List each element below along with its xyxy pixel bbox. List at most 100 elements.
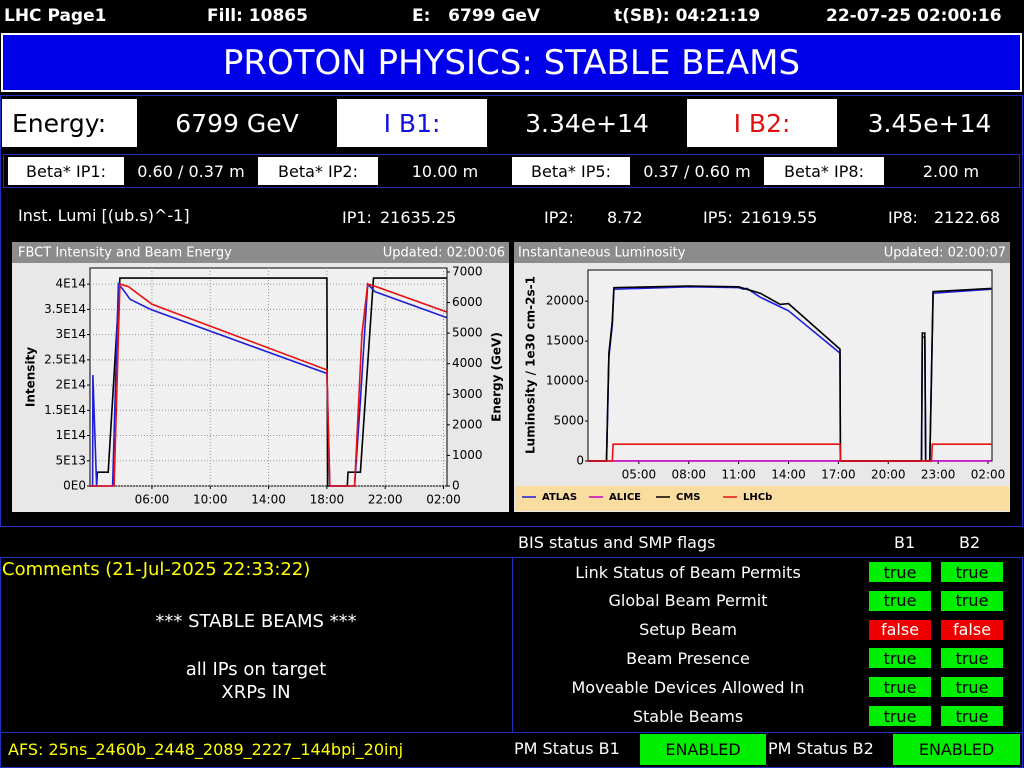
bis-column: B1: [894, 533, 916, 552]
bis-label: Stable Beams: [632, 706, 744, 726]
y-tick-label: 2.5E14: [44, 352, 86, 366]
y2-tick-label: 7000: [452, 264, 483, 278]
energy-top: E: 6799 GeV: [412, 6, 541, 26]
chart-title-bar: [514, 242, 1010, 263]
page-name: LHC Page1: [4, 6, 107, 26]
chart-updated: Updated: 02:00:07: [884, 246, 1006, 261]
chart-title: FBCT Intensity and Beam Energy: [18, 246, 232, 261]
lumi-ip-value: 21619.55: [741, 208, 818, 227]
y-tick-label: 5E13: [56, 453, 87, 467]
energy-value: 6799 GeV: [137, 99, 337, 147]
legend-strip: [515, 486, 1009, 511]
x-tick-label: 05:00: [622, 468, 657, 482]
y-axis-label: Intensity: [24, 347, 38, 407]
y2-tick-label: 3000: [452, 387, 483, 401]
y2-tick-label: 0: [452, 479, 460, 493]
x-tick-label: 17:00: [821, 468, 856, 482]
y-tick-label: 1E14: [56, 428, 87, 442]
beta-label: Beta* IP8:: [764, 157, 884, 185]
y2-tick-label: 5000: [452, 326, 483, 340]
series-line: [588, 443, 992, 462]
comment-line: all IPs on target: [185, 658, 327, 680]
y-tick-label: 0: [576, 454, 584, 468]
lumi-ip-value: 2122.68: [934, 208, 1001, 227]
x-tick-label: 23:00: [921, 468, 956, 482]
y2-tick-label: 4000: [452, 356, 483, 370]
legend-label: CMS: [676, 492, 701, 503]
bis-flag: true: [941, 590, 1003, 611]
main-frame: [0, 95, 1023, 527]
x-tick-label: 20:00: [871, 468, 906, 482]
beta-value: 0.60 / 0.37 m: [124, 157, 258, 185]
x-tick-label: 18:00: [310, 493, 345, 507]
y-tick-label: 15000: [546, 334, 584, 348]
y2-axis-label: Energy (GeV): [490, 332, 504, 422]
y-tick-label: 0E0: [63, 479, 86, 493]
comment-line: XRPs IN: [221, 681, 291, 703]
pm-status: ENABLED: [640, 734, 766, 765]
lumi-ip-label: IP5:: [703, 208, 733, 227]
beta-label: Beta* IP5:: [512, 157, 630, 185]
bis-label: Setup Beam: [639, 620, 737, 640]
bis-flag: true: [869, 648, 931, 669]
beta-label: Beta* IP2:: [258, 157, 378, 185]
lumi-ip-value: 21635.25: [380, 208, 457, 227]
datetime: 22-07-25 02:00:16: [826, 6, 1002, 26]
afs: AFS: 25ns_2460b_2448_2089_2227_144bpi_20…: [8, 740, 404, 759]
beta-frame: [3, 154, 1020, 188]
lumi-ip-value: 8.72: [607, 208, 643, 227]
legend-label: ATLAS: [542, 492, 577, 503]
bis-column: B2: [959, 533, 981, 552]
legend-label: LHCb: [743, 492, 772, 503]
x-tick-label: 14:00: [771, 468, 806, 482]
beta-value: 2.00 m: [884, 157, 1018, 185]
comments-box: [0, 557, 513, 733]
bis-flag: true: [941, 677, 1003, 698]
x-tick-label: 14:00: [251, 493, 286, 507]
beta-value: 10.00 m: [378, 157, 512, 185]
y-tick-label: 5000: [553, 414, 584, 428]
beta-value: 0.37 / 0.60 m: [630, 157, 764, 185]
x-tick-label: 11:00: [721, 468, 756, 482]
x-tick-label: 08:00: [671, 468, 706, 482]
y-tick-label: 4E14: [56, 277, 87, 291]
y-tick-label: 20000: [546, 294, 584, 308]
legend-label: ALICE: [609, 492, 641, 503]
x-tick-label: 10:00: [193, 493, 228, 507]
lumi-ip-label: IP1:: [342, 208, 372, 227]
comments-title: Comments (21-Jul-2025 22:33:22): [2, 559, 311, 580]
y-axis-label: Luminosity / 1e30 cm-2s-1: [524, 276, 538, 454]
x-tick-label: 02:00: [426, 493, 461, 507]
bis-flag: true: [941, 562, 1003, 582]
y-tick-label: 2E14: [56, 378, 87, 392]
bis-label: Global Beam Permit: [608, 591, 768, 611]
chart-updated: Updated: 02:00:06: [383, 246, 505, 261]
chart-title-bar: [12, 242, 509, 263]
y-tick-label: 1.5E14: [44, 403, 86, 417]
bis-flag: false: [941, 619, 1003, 640]
ib2-label: I B2:: [687, 99, 837, 147]
ib2-value: 3.45e+14: [837, 99, 1022, 147]
comment-line: *** STABLE BEAMS ***: [155, 610, 357, 632]
x-tick-label: 02:00: [971, 468, 1006, 482]
pm-status: ENABLED: [893, 734, 1020, 765]
chart-title: Instantaneous Luminosity: [518, 246, 686, 261]
bis-flag: true: [869, 590, 931, 611]
lumi-ip-label: IP2:: [544, 208, 574, 227]
bis-flag: true: [941, 648, 1003, 669]
x-tick-label: 06:00: [135, 493, 170, 507]
bis-label: Moveable Devices Allowed In: [571, 677, 805, 697]
lumi-ip-label: IP8:: [888, 208, 918, 227]
y2-tick-label: 6000: [452, 295, 483, 309]
pm-label: PM Status B1: [514, 739, 620, 758]
ib1-value: 3.34e+14: [487, 99, 687, 147]
bis-title: BIS status and SMP flags: [518, 533, 716, 552]
lumi-label: Inst. Lumi [(ub.s)^-1]: [18, 206, 190, 225]
ib1-label: I B1:: [337, 99, 487, 147]
bis-label: Link Status of Beam Permits: [575, 562, 801, 582]
energy-label: Energy:: [2, 99, 137, 147]
y-tick-label: 10000: [546, 374, 584, 388]
pm-label: PM Status B2: [768, 739, 874, 758]
y-tick-label: 3.5E14: [44, 302, 86, 316]
